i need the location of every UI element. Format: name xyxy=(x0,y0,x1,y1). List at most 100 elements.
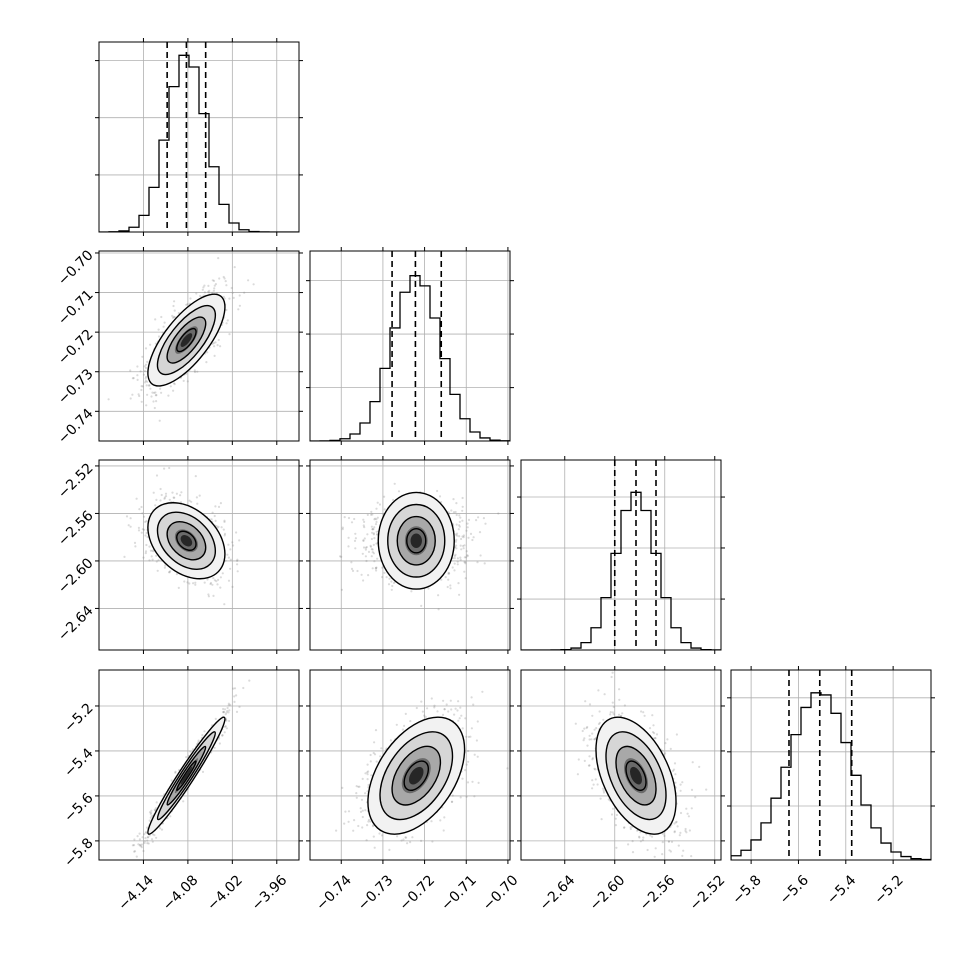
scatter-point xyxy=(223,277,226,280)
scatter-point xyxy=(420,604,423,608)
scatter-point xyxy=(427,587,430,590)
scatter-point xyxy=(160,493,163,497)
scatter-point xyxy=(450,800,453,804)
scatter-point xyxy=(147,842,150,845)
scatter-point xyxy=(465,556,468,559)
scatter-point xyxy=(357,824,360,828)
panel-3-2-frame xyxy=(520,669,722,861)
scatter-point xyxy=(213,514,216,518)
scatter-point xyxy=(123,555,126,559)
scatter-point xyxy=(654,847,657,850)
scatter-point xyxy=(235,710,239,714)
scatter-point xyxy=(667,840,671,843)
scatter-point xyxy=(370,510,373,513)
scatter-point xyxy=(148,384,151,387)
scatter-point xyxy=(172,304,175,308)
scatter-point xyxy=(144,831,147,834)
scatter-point xyxy=(371,567,374,570)
scatter-point xyxy=(687,815,691,818)
scatter-point xyxy=(227,579,231,582)
scatter-point xyxy=(201,770,205,774)
scatter-point xyxy=(364,809,367,812)
scatter-point xyxy=(168,571,171,574)
scatter-point xyxy=(615,846,618,849)
scatter-point xyxy=(129,864,131,866)
scatter-point xyxy=(369,820,372,823)
scatter-point xyxy=(375,542,378,545)
scatter-point xyxy=(189,297,192,300)
scatter-point xyxy=(688,864,690,866)
scatter-point xyxy=(148,559,151,562)
scatter-point xyxy=(169,570,172,573)
ytick-label-2-0: −2.64 xyxy=(55,603,97,645)
scatter-point xyxy=(140,531,143,534)
scatter-point xyxy=(149,549,152,552)
scatter-point xyxy=(132,377,135,380)
scatter-point xyxy=(164,495,168,498)
scatter-point xyxy=(155,498,158,501)
scatter-point xyxy=(144,534,147,537)
scatter-point xyxy=(453,554,456,558)
scatter-point xyxy=(133,541,137,545)
ytick-label-1-1: −0.73 xyxy=(55,366,97,408)
panel-3-1-density-4 xyxy=(409,766,424,785)
scatter-point xyxy=(232,296,235,299)
scatter-point xyxy=(203,291,206,294)
scatter-point xyxy=(679,789,682,792)
scatter-point xyxy=(157,559,160,562)
scatter-point xyxy=(610,675,613,679)
scatter-point xyxy=(141,385,144,388)
scatter-point xyxy=(443,708,446,711)
scatter-point xyxy=(372,835,375,838)
scatter-point xyxy=(372,552,375,555)
panel-1-0-frame xyxy=(98,250,300,442)
scatter-point xyxy=(129,517,132,520)
xtick-label-3-3: −5.2 xyxy=(871,872,906,907)
scatter-point xyxy=(458,525,461,528)
scatter-point xyxy=(242,686,245,690)
scatter-point xyxy=(684,827,687,831)
scatter-point xyxy=(236,559,239,563)
scatter-point xyxy=(642,836,645,839)
scatter-point xyxy=(140,843,144,846)
scatter-point xyxy=(144,837,147,840)
scatter-point xyxy=(140,505,143,509)
scatter-point xyxy=(223,534,226,537)
scatter-point xyxy=(376,516,379,519)
scatter-point xyxy=(450,708,453,711)
scatter-point xyxy=(225,308,228,312)
panel-2-0-frame xyxy=(98,459,300,651)
scatter-point xyxy=(453,569,456,572)
scatter-point xyxy=(607,798,610,801)
scatter-point xyxy=(685,807,688,810)
scatter-point xyxy=(235,531,238,534)
panel-3-0-frame xyxy=(98,669,300,861)
scatter-point xyxy=(447,710,450,713)
scatter-point xyxy=(218,277,221,280)
panel-2-1-contour-3 xyxy=(377,491,455,590)
scatter-point xyxy=(203,730,206,733)
scatter-point xyxy=(403,724,406,728)
ytick-label-3-3: −5.2 xyxy=(61,700,96,735)
scatter-point xyxy=(159,827,162,830)
scatter-point xyxy=(458,593,461,596)
scatter-point xyxy=(209,581,213,585)
scatter-point xyxy=(596,783,599,786)
scatter-point xyxy=(137,393,140,396)
scatter-point xyxy=(594,778,597,781)
scatter-point xyxy=(461,505,464,508)
scatter-point xyxy=(213,746,216,749)
scatter-point xyxy=(366,533,369,536)
scatter-point xyxy=(465,795,468,798)
scatter-point xyxy=(129,397,132,400)
scatter-point xyxy=(173,309,176,312)
ytick-label-1-3: −0.71 xyxy=(55,287,97,329)
scatter-point xyxy=(353,819,356,822)
scatter-point xyxy=(138,508,141,511)
panel-2-0 xyxy=(95,456,303,654)
scatter-point xyxy=(651,731,655,734)
scatter-point xyxy=(222,528,225,531)
panel-3-3-histogram xyxy=(731,692,931,860)
scatter-point xyxy=(464,769,467,772)
scatter-point xyxy=(601,787,605,790)
